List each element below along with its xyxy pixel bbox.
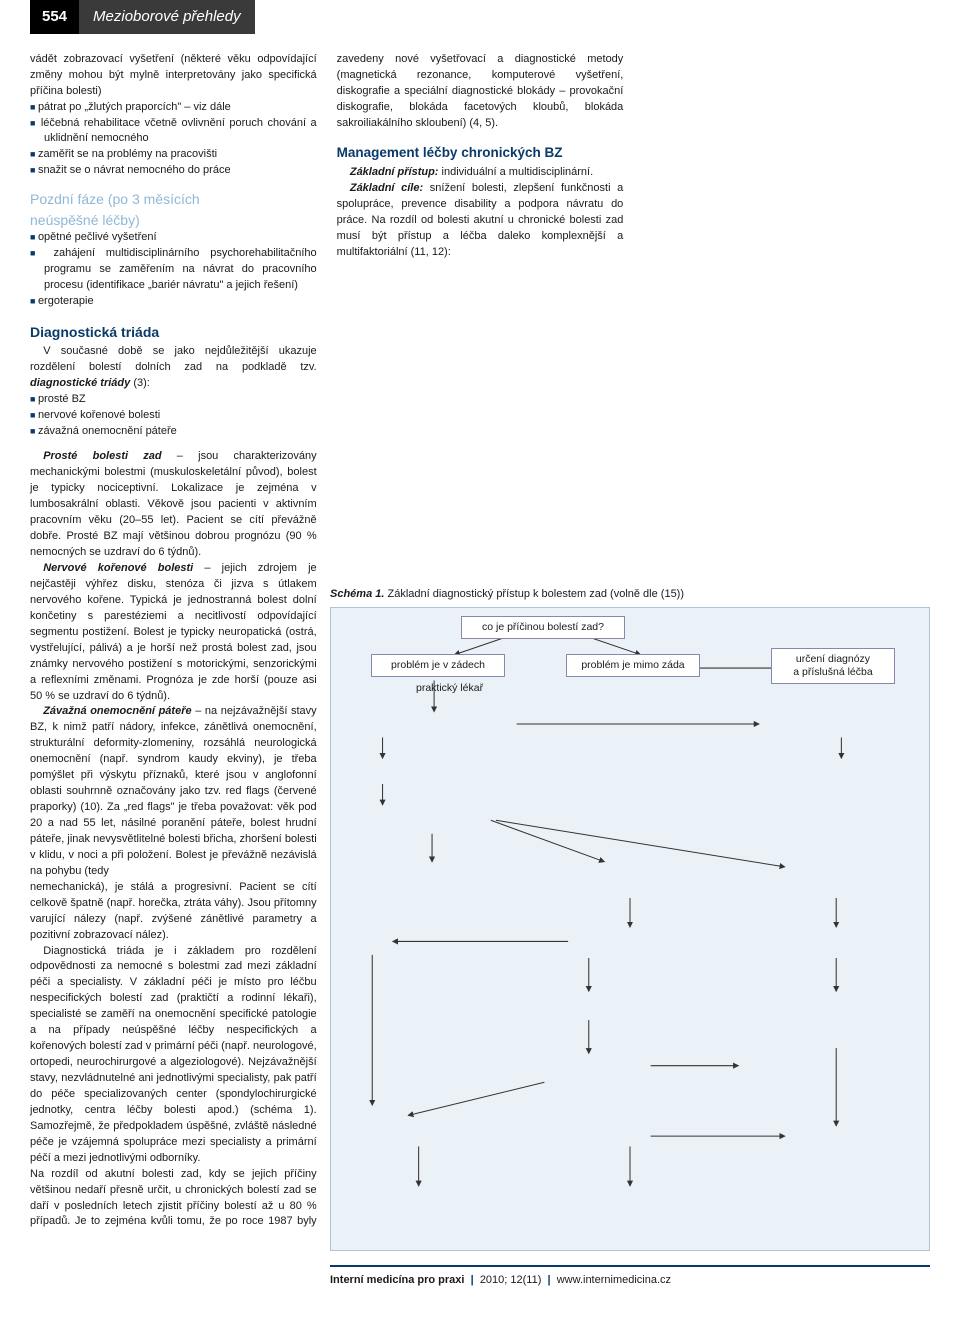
list-item: pátrat po „žlutých praporcích" – viz dál… bbox=[30, 100, 317, 116]
diag-intro: V současné době se jako nejdůležitější u… bbox=[30, 344, 317, 392]
node-q-pricina: co je příčinou bolestí zad? bbox=[461, 616, 625, 639]
footer-url: www.internimedicina.cz bbox=[557, 1274, 671, 1286]
section-title: Mezioborové přehledy bbox=[79, 0, 255, 34]
footer-issue: 2010; 12(11) bbox=[480, 1274, 542, 1286]
bullets-a: pátrat po „žlutých praporcích" – viz dál… bbox=[30, 100, 317, 180]
schema-box: co je příčinou bolestí zad? problém je v… bbox=[330, 607, 930, 1251]
list-item: snažit se o návrat nemocného do práce bbox=[30, 163, 317, 179]
schema-title: Schéma 1. Základní diagnostický přístup … bbox=[330, 587, 930, 603]
list-item: ergoterapie bbox=[30, 294, 317, 310]
col2-p2: Diagnostická triáda je i základem pro ro… bbox=[30, 944, 317, 1167]
lbl-prakt1: praktický lékař bbox=[416, 682, 483, 695]
list-item: zaměřit se na problémy na pracovišti bbox=[30, 147, 317, 163]
schema-1: Schéma 1. Základní diagnostický přístup … bbox=[330, 587, 930, 1289]
footer-journal: Interní medicína pro praxi bbox=[330, 1274, 464, 1286]
para-nerv: Nervové kořenové bolesti – jejich zdroje… bbox=[30, 561, 317, 704]
page-number: 554 bbox=[30, 0, 79, 34]
page-footer: Interní medicína pro praxi | 2010; 12(11… bbox=[330, 1265, 930, 1289]
node-prob-zada: problém je v zádech bbox=[371, 654, 505, 677]
mgmt-heading: Management léčby chronických BZ bbox=[337, 143, 624, 163]
opening-fragment: vádět zobrazovací vyšetření (některé věk… bbox=[30, 52, 317, 100]
bullets-b: opětné pečlivé vyšetření zahájení multid… bbox=[30, 230, 317, 310]
page-header: 554 Mezioborové přehledy bbox=[30, 0, 930, 34]
phase-heading-line1: Pozdní fáze (po 3 měsících bbox=[30, 189, 317, 209]
phase-heading-line2: neúspěšné léčby) bbox=[30, 210, 317, 230]
bullets-c: prosté BZ nervové kořenové bolesti závaž… bbox=[30, 392, 317, 440]
diag-heading: Diagnostická triáda bbox=[30, 322, 317, 342]
list-item: závažná onemocnění páteře bbox=[30, 424, 317, 440]
col3-p3: Základní cíle: snížení bolesti, zlepšení… bbox=[337, 181, 624, 261]
node-urceni: určení diagnózy a příslušná léčba bbox=[771, 648, 895, 684]
list-item: nervové kořenové bolesti bbox=[30, 408, 317, 424]
arrows-svg bbox=[331, 608, 929, 1250]
node-prob-mimo: problém je mimo záda bbox=[566, 654, 700, 677]
sep-icon: | bbox=[471, 1274, 474, 1286]
col3-p2: Základní přístup: individuální a multidi… bbox=[337, 165, 624, 181]
list-item: opětné pečlivé vyšetření bbox=[30, 230, 317, 246]
list-item: prosté BZ bbox=[30, 392, 317, 408]
para-zavaz: Závažná onemocnění páteře – na nejzávažn… bbox=[30, 704, 317, 879]
col2-p1: nemechanická), je stálá a progresivní. P… bbox=[30, 880, 317, 944]
list-item: léčebná rehabilitace včetně ovlivnění po… bbox=[30, 116, 317, 148]
sep-icon: | bbox=[548, 1274, 551, 1286]
para-proste: Prosté bolesti zad – jsou charakterizová… bbox=[30, 449, 317, 561]
list-item: zahájení multidisciplinárního psychoreha… bbox=[30, 246, 317, 294]
